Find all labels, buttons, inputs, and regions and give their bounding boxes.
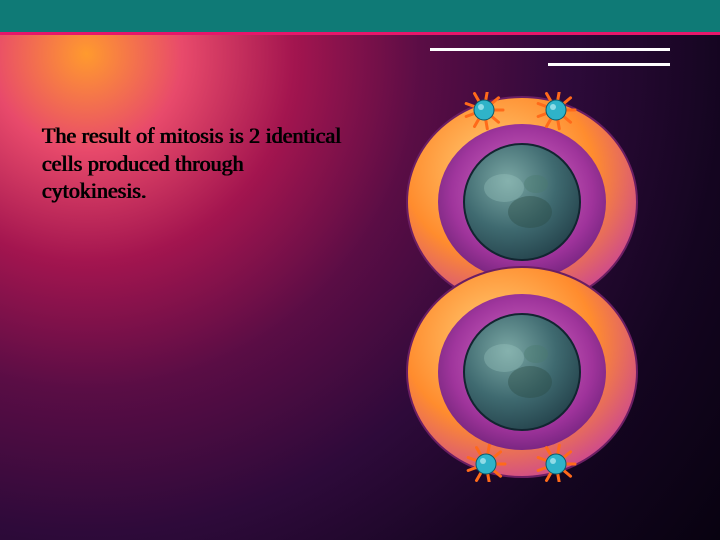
slide: The result of mitosis is 2 identical cel… [0, 0, 720, 540]
cytokinesis-diagram [372, 92, 672, 482]
daughter-cell [407, 267, 637, 477]
header-underline [0, 32, 720, 35]
header-bar [0, 0, 720, 32]
header-accent-line-2 [548, 63, 670, 66]
body-text: The result of mitosis is 2 identical cel… [42, 122, 342, 205]
header-accent-line-1 [430, 48, 670, 51]
